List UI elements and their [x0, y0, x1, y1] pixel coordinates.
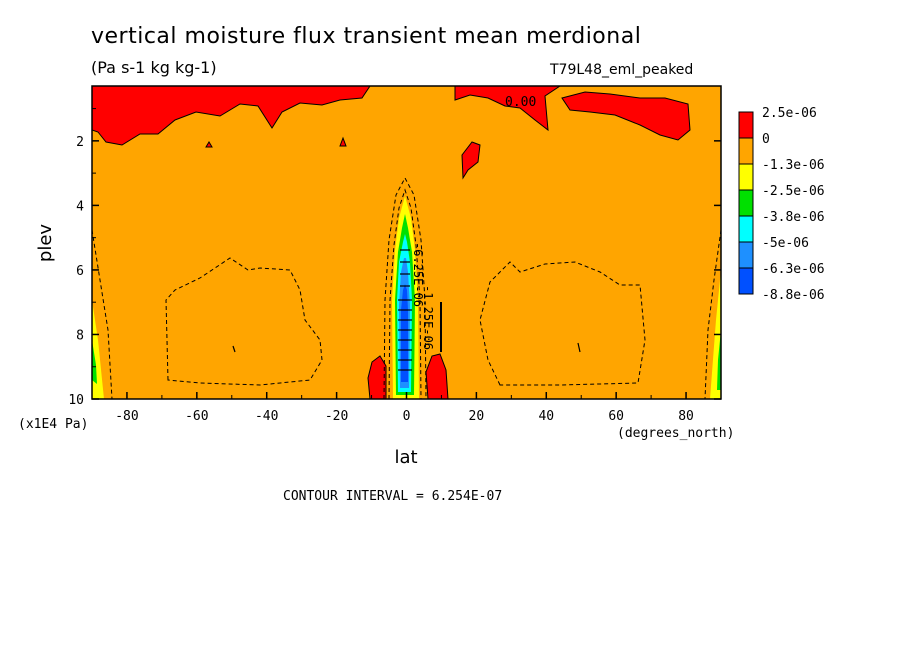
dashed-contour-north-outer — [479, 261, 646, 386]
dashed-contour-south-outer — [165, 257, 323, 386]
colorbar-label-7: -8.8e-06 — [762, 288, 825, 303]
colorbar-label-1: 0 — [762, 132, 770, 147]
red-patch-top-left — [92, 86, 371, 146]
y-axis: 2 4 6 8 10 — [68, 108, 721, 408]
x-tick-label-0: -80 — [115, 409, 138, 424]
x-axis-units: (degrees_north) — [617, 426, 734, 441]
x-tick-label-8: 80 — [678, 409, 694, 424]
small-contour-mark-south — [232, 345, 236, 353]
colorbar-label-3: -2.5e-06 — [762, 184, 825, 199]
y-tick-label-3: 8 — [76, 328, 84, 343]
colorbar-swatch-4 — [738, 215, 754, 243]
dashed-contour-core-outer — [383, 176, 427, 399]
red-patch-top-right — [561, 91, 691, 141]
colorbar-swatch-3 — [738, 189, 754, 217]
red-patch-top-middle — [454, 86, 561, 132]
colorbar-swatch-1 — [738, 137, 754, 165]
x-tick-label-6: 40 — [538, 409, 554, 424]
colorbar-label-4: -3.8e-06 — [762, 210, 825, 225]
dashed-contour-left-edge — [92, 229, 113, 399]
x-tick-label-2: -40 — [255, 409, 278, 424]
x-tick-label-5: 20 — [469, 409, 485, 424]
colorbar-label-5: -5e-06 — [762, 236, 809, 251]
colorbar-swatch-2 — [738, 163, 754, 191]
x-tick-label-3: -20 — [325, 409, 348, 424]
x-axis-title: lat — [394, 447, 417, 468]
contour-fields — [92, 86, 721, 399]
edge-strip-right-green — [717, 330, 721, 390]
x-tick-label-1: -60 — [185, 409, 208, 424]
x-tick-label-7: 60 — [608, 409, 624, 424]
contour-label-zero: 0.00 — [505, 95, 536, 110]
colorbar-swatch-0 — [738, 111, 754, 139]
y-tick-label-0: 2 — [76, 135, 84, 150]
chart-units: (Pa s-1 kg kg-1) — [91, 58, 217, 77]
core-deep-blue — [401, 284, 408, 382]
colorbar-label-2: -1.3e-06 — [762, 158, 825, 173]
red-speck-2 — [205, 141, 213, 148]
chart-title: vertical moisture flux transient mean me… — [91, 24, 642, 49]
dashed-contour-core-inner — [388, 188, 422, 399]
x-axis: -80 -60 -40 -20 0 20 40 60 80 — [91, 392, 722, 424]
edge-strip-left-green — [92, 340, 97, 384]
colorbar: 2.5e-06 0 -1.3e-06 -2.5e-06 -3.8e-06 -5e-06 -6… — [738, 106, 825, 303]
x-tick-label-4: 0 — [403, 409, 411, 424]
small-contour-mark-north — [577, 342, 581, 353]
y-tick-label-1: 4 — [76, 199, 84, 214]
red-patch-mid — [461, 141, 481, 180]
dataset-name: T79L48_eml_peaked — [550, 62, 694, 78]
dashed-contour-right-edge — [704, 229, 721, 399]
red-speck-1 — [339, 136, 347, 147]
colorbar-label-6: -6.3e-06 — [762, 262, 825, 277]
y-axis-title: plev — [35, 224, 56, 263]
contour-label-core-2: -1.25E-06 — [421, 285, 435, 350]
y-tick-label-4: 10 — [68, 393, 84, 408]
y-axis-units: (x1E4 Pa) — [18, 417, 88, 432]
y-tick-label-2: 6 — [76, 264, 84, 279]
contour-interval: CONTOUR INTERVAL = 6.254E-07 — [283, 489, 503, 504]
contour-label-core-1: -6.25E-06 — [411, 242, 425, 307]
colorbar-swatch-6 — [738, 267, 754, 295]
colorbar-swatch-5 — [738, 241, 754, 269]
red-patch-surface-left — [367, 355, 387, 399]
colorbar-label-0: 2.5e-06 — [762, 106, 817, 121]
core-hatching — [398, 249, 412, 371]
